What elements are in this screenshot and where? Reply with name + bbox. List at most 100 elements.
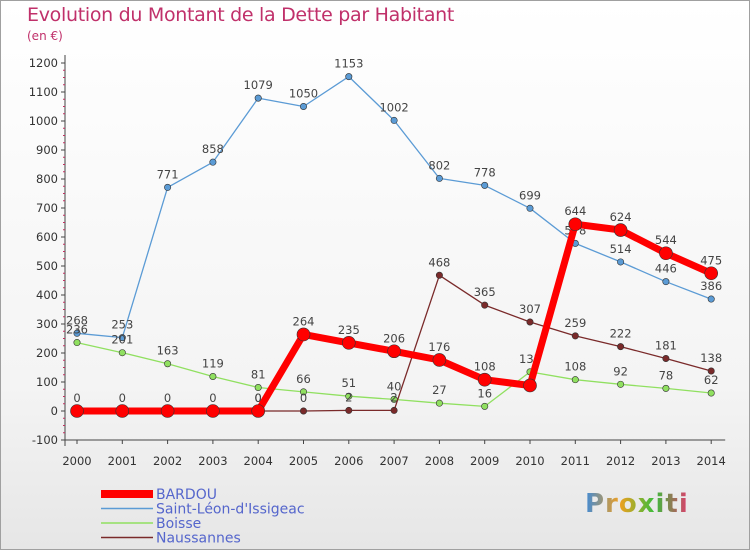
data-label-naussannes: 259 [564,316,586,330]
x-tick-label: 2000 [62,454,91,468]
y-tick-label: 0 [51,404,58,418]
data-point-bardou [296,327,311,342]
data-point-saint-l-on-d-issigeac [118,334,126,342]
data-point-naussannes [299,407,307,415]
data-point-boisse [118,349,126,357]
x-tick-label: 2003 [198,454,227,468]
data-label-saint-l-on-d-issigeac: 268 [66,313,88,327]
data-point-bardou [206,404,220,418]
y-tick-label: 1200 [29,56,58,70]
legend-label-saint-l-on-d-issigeac: Saint-Léon-d'Issigeac [156,502,305,518]
y-tick-label: 500 [36,259,58,273]
data-label-saint-l-on-d-issigeac: 253 [111,318,133,332]
data-point-bardou [432,353,447,367]
data-label-bardou: 544 [655,233,677,247]
data-label-saint-l-on-d-issigeac: 446 [655,262,677,276]
data-label-boisse: 27 [432,383,447,397]
y-tick-label: 400 [36,288,58,302]
data-point-boisse [481,402,489,410]
data-point-bardou [568,217,583,232]
data-point-saint-l-on-d-issigeac [662,278,670,286]
data-label-saint-l-on-d-issigeac: 1050 [289,87,318,101]
data-label-bardou: 0 [164,391,171,405]
data-point-naussannes [526,318,534,326]
data-label-bardou: 108 [474,360,496,374]
data-point-naussannes [390,406,398,414]
data-label-saint-l-on-d-issigeac: 771 [157,167,179,181]
data-point-boisse [345,392,353,400]
data-label-bardou: 206 [383,331,405,345]
proxiti-logo: Proxiti [585,489,689,519]
y-tick-label: 1100 [29,85,58,99]
data-point-saint-l-on-d-issigeac [73,329,81,337]
y-tick-label: 600 [36,230,58,244]
data-label-boisse: 62 [704,373,719,387]
data-label-boisse: 78 [659,368,674,382]
data-label-boisse: 163 [157,344,179,358]
data-label-bardou: 0 [209,391,216,405]
x-tick-label: 2005 [289,454,318,468]
series-line-saint-l-on-d-issigeac [76,75,712,339]
logo-text: Proxiti [585,489,689,519]
data-point-boisse [571,376,579,384]
data-label-naussannes: 2 [390,390,397,404]
data-label-boisse: 236 [66,323,88,337]
data-point-boisse [707,389,715,397]
data-point-saint-l-on-d-issigeac [299,103,307,111]
data-point-saint-l-on-d-issigeac [617,258,625,266]
data-point-saint-l-on-d-issigeac [164,183,172,191]
data-label-naussannes: 0 [255,391,262,405]
x-tick-label: 2013 [651,454,680,468]
x-tick-label: 2007 [379,454,408,468]
y-tick-label: -100 [32,433,58,447]
y-tick-label: 700 [36,201,58,215]
data-point-boisse [617,380,625,388]
data-label-boisse: 51 [341,376,356,390]
data-label-boisse: 81 [251,368,266,382]
data-label-bardou: 0 [255,391,262,405]
data-point-bardou [523,378,537,393]
data-point-saint-l-on-d-issigeac [526,204,534,212]
data-point-saint-l-on-d-issigeac [390,116,398,124]
x-tick-label: 2001 [108,454,137,468]
data-label-saint-l-on-d-issigeac: 386 [700,279,722,293]
data-label-bardou: 0 [73,391,80,405]
data-point-boisse [435,399,443,407]
data-point-saint-l-on-d-issigeac [707,295,715,303]
data-label-naussannes: 0 [300,391,307,405]
data-label-naussannes: 307 [519,302,541,316]
data-point-saint-l-on-d-issigeac [345,73,353,81]
data-point-boisse [254,384,262,392]
data-label-naussannes: 2 [345,390,352,404]
x-tick-label: 2009 [470,454,499,468]
chart-unit: (en €) [27,29,63,43]
chart-title: Evolution du Montant de la Dette par Hab… [27,4,455,26]
data-label-saint-l-on-d-issigeac: 858 [202,142,224,156]
data-point-naussannes [571,332,579,340]
data-point-saint-l-on-d-issigeac [209,158,217,166]
data-label-naussannes: 222 [610,327,632,341]
data-point-bardou [70,404,84,418]
data-label-naussannes: 138 [700,351,722,365]
x-tick-label: 2002 [153,454,182,468]
data-label-bardou: 644 [564,204,586,218]
data-label-naussannes: 468 [428,255,450,269]
x-tick-label: 2012 [606,454,635,468]
data-label-bardou: 235 [338,323,360,337]
data-point-naussannes [345,406,353,414]
x-tick-label: 2011 [561,454,590,468]
data-label-bardou: 624 [610,210,632,224]
data-label-bardou: 0 [119,391,126,405]
x-tick-label: 2014 [697,454,726,468]
data-point-boisse [209,372,217,380]
data-point-boisse [164,360,172,368]
data-point-bardou [659,246,673,261]
data-point-boisse [299,388,307,396]
data-label-boisse: 66 [296,372,311,386]
data-label-saint-l-on-d-issigeac: 699 [519,188,541,202]
data-label-saint-l-on-d-issigeac: 802 [428,158,450,172]
x-tick-label: 2004 [244,454,273,468]
data-point-bardou [115,404,130,418]
data-label-naussannes: 181 [655,339,677,353]
